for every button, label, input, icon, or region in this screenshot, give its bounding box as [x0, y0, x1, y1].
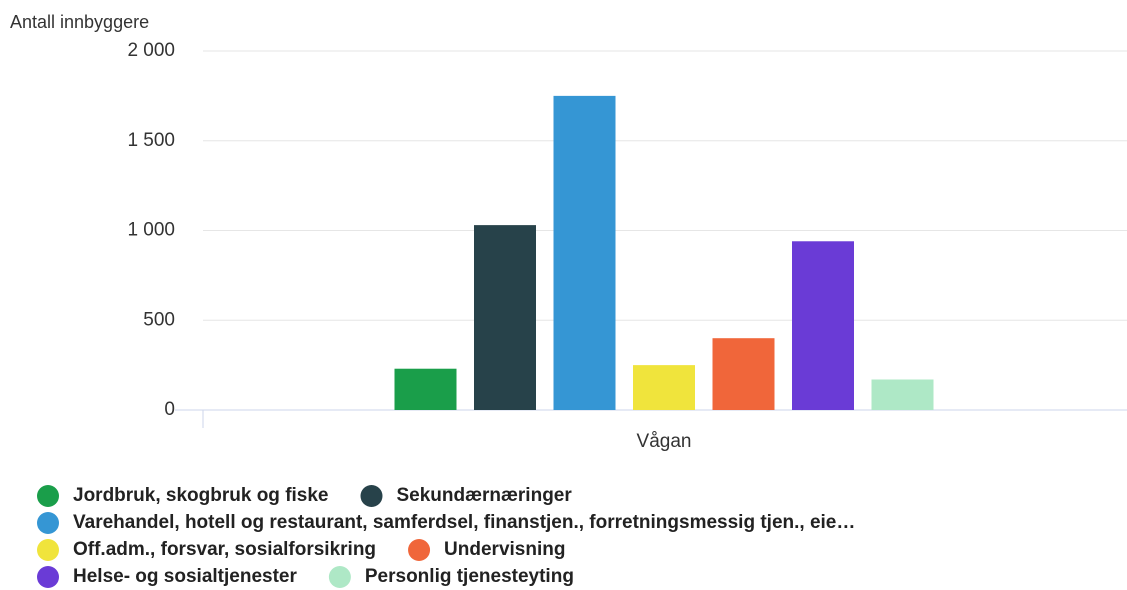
legend-marker — [360, 485, 383, 507]
y-tick-label: 1 000 — [127, 220, 175, 241]
bar — [871, 379, 934, 410]
bar — [712, 338, 775, 410]
bar — [394, 368, 457, 410]
legend-label: Jordbruk, skogbruk og fiske — [73, 485, 329, 506]
bar — [553, 95, 616, 410]
legend-label: Varehandel, hotell og restaurant, samfer… — [73, 512, 855, 533]
legend-label: Personlig tjenesteyting — [365, 566, 574, 587]
y-tick-label: 0 — [164, 399, 175, 420]
y-axis-label: Antall innbyggere — [10, 12, 149, 32]
legend-marker — [328, 566, 351, 588]
x-tick-label: Vågan — [637, 431, 692, 452]
y-tick-label: 500 — [143, 309, 175, 330]
legend-label: Undervisning — [444, 539, 565, 560]
bar — [474, 225, 536, 410]
legend-label: Sekundærnæringer — [397, 485, 573, 506]
y-tick-label: 1 500 — [127, 130, 175, 151]
bar — [792, 241, 854, 410]
legend-label: Helse- og sosialtjenester — [73, 566, 297, 587]
legend-marker — [37, 566, 59, 588]
bar — [633, 365, 695, 410]
legend-marker — [408, 539, 431, 561]
legend-marker — [37, 539, 59, 561]
legend-marker — [37, 512, 59, 534]
y-tick-label: 2 000 — [127, 40, 175, 61]
legend-label: Off.adm., forsvar, sosialforsikring — [73, 539, 376, 560]
legend-marker — [37, 485, 59, 507]
